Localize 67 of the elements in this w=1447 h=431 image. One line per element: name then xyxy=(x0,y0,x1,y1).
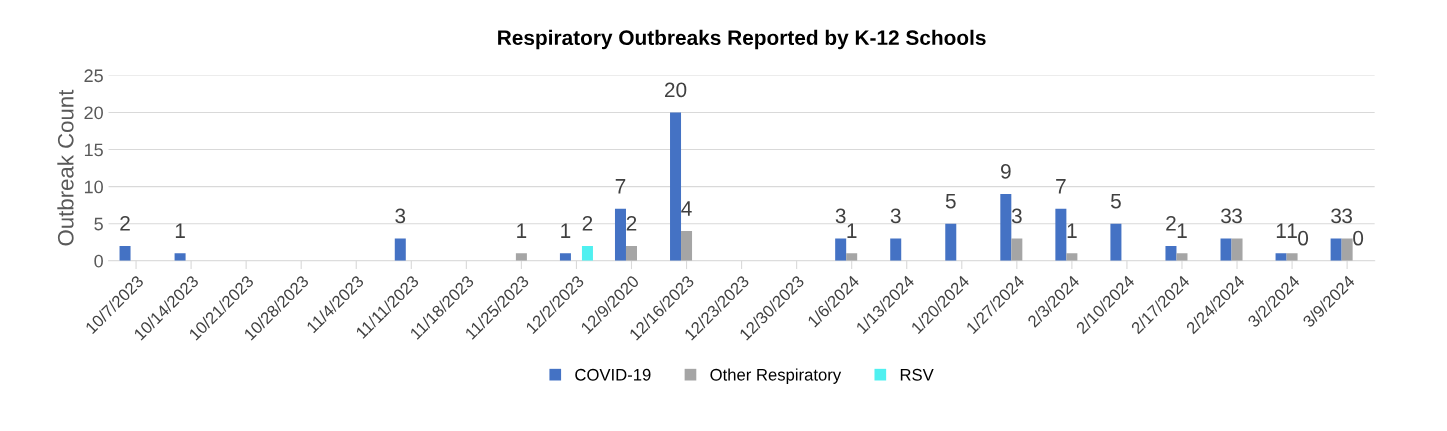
data-label: 2 xyxy=(1166,215,1176,231)
bar xyxy=(945,223,957,261)
bar xyxy=(1011,238,1023,261)
data-label: 3 xyxy=(395,208,406,224)
y-tick-label: 10 xyxy=(84,180,103,194)
bar xyxy=(1330,238,1342,261)
bar xyxy=(1110,223,1122,261)
bar xyxy=(1165,245,1177,261)
data-label: 0 xyxy=(1298,230,1309,246)
bar xyxy=(515,253,527,261)
data-label: 2 xyxy=(120,215,130,231)
y-tick-label: 20 xyxy=(84,106,103,120)
data-label: 3 xyxy=(835,208,846,224)
data-label: 7 xyxy=(615,179,626,194)
data-label: 1 xyxy=(175,223,185,238)
data-label: 1 xyxy=(561,223,571,238)
data-label: 1 xyxy=(1177,223,1187,238)
bar xyxy=(119,245,131,261)
bar xyxy=(1000,194,1012,261)
bar xyxy=(394,238,406,261)
data-label: 7 xyxy=(1056,179,1066,194)
data-label: 2 xyxy=(626,215,637,231)
data-label: 3 xyxy=(1232,208,1242,224)
data-label: 3 xyxy=(1342,208,1352,224)
data-label: 3 xyxy=(890,208,901,224)
bar xyxy=(1176,253,1188,261)
data-label: 9 xyxy=(1001,164,1011,179)
data-label: 4 xyxy=(681,201,692,216)
y-tick-label: 25 xyxy=(84,69,103,83)
bar xyxy=(890,238,902,261)
data-label: 3 xyxy=(1011,208,1022,224)
data-label: 5 xyxy=(945,193,956,209)
data-label: 3 xyxy=(1331,208,1341,224)
bar xyxy=(625,245,637,261)
bar xyxy=(581,245,593,261)
data-label: 1 xyxy=(847,223,857,238)
bar xyxy=(835,238,847,261)
data-label: 3 xyxy=(1221,208,1231,224)
y-axis-title: Outbreak Count xyxy=(57,89,74,246)
bar xyxy=(846,253,858,261)
y-tick-label: 0 xyxy=(94,254,103,268)
data-label: 2 xyxy=(582,215,593,231)
data-label: 1 xyxy=(517,223,527,238)
data-label: 1 xyxy=(1287,223,1297,238)
bar xyxy=(1220,238,1232,261)
legend-label: COVID-19 xyxy=(575,368,651,381)
bar xyxy=(681,231,693,261)
data-label: 20 xyxy=(664,82,687,98)
data-label: 0 xyxy=(1353,230,1364,246)
bar xyxy=(1341,238,1353,261)
bar xyxy=(174,253,186,261)
data-label: 5 xyxy=(1110,193,1121,209)
bar xyxy=(559,253,571,261)
legend-label: Other Respiratory xyxy=(710,368,842,384)
bar xyxy=(1286,253,1298,261)
bar xyxy=(1066,253,1078,261)
bar xyxy=(1055,208,1067,261)
bar xyxy=(614,208,626,261)
y-tick-label: 15 xyxy=(84,143,103,157)
legend-label: RSV xyxy=(900,368,934,381)
data-label: 1 xyxy=(1276,223,1286,238)
chart-title: Respiratory Outbreaks Reported by K-12 Schools xyxy=(498,29,986,50)
bar xyxy=(670,112,682,261)
y-tick-label: 5 xyxy=(94,217,103,231)
bar xyxy=(1275,253,1287,261)
bar xyxy=(1231,238,1243,261)
data-label: 1 xyxy=(1067,223,1077,238)
